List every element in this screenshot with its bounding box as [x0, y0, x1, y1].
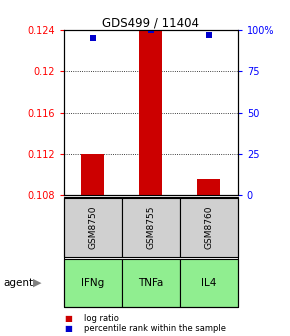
Text: ■: ■: [64, 314, 72, 323]
Bar: [81, 154, 104, 195]
Text: GSM8750: GSM8750: [88, 205, 97, 249]
Text: log ratio: log ratio: [84, 314, 119, 323]
Text: percentile rank within the sample: percentile rank within the sample: [84, 324, 226, 333]
Text: TNFa: TNFa: [138, 278, 164, 288]
Bar: [139, 29, 162, 195]
Text: GSM8760: GSM8760: [204, 205, 213, 249]
Text: agent: agent: [3, 278, 33, 288]
Title: GDS499 / 11404: GDS499 / 11404: [102, 16, 199, 29]
Text: IFNg: IFNg: [81, 278, 104, 288]
Text: ▶: ▶: [33, 278, 42, 288]
Text: ■: ■: [64, 324, 72, 333]
Bar: [197, 179, 220, 195]
Text: GSM8755: GSM8755: [146, 205, 155, 249]
Text: IL4: IL4: [201, 278, 217, 288]
